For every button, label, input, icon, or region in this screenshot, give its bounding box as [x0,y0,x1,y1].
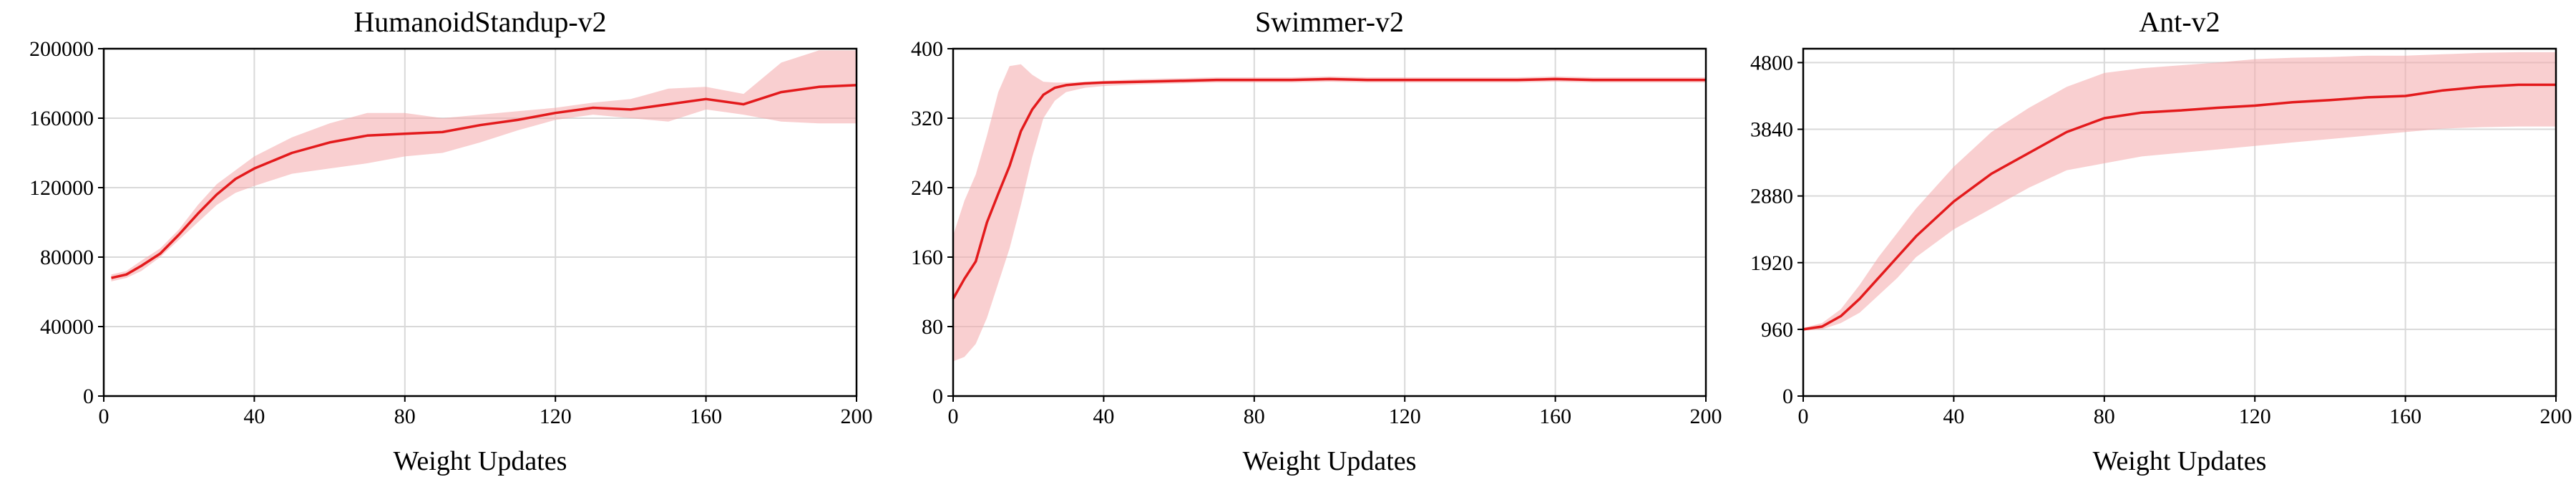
x-tick-label: 120 [2239,405,2271,428]
chart-panel-1: 0 40 80 120 160 200 0 40000 80000 120000 160000 200… [29,6,873,476]
plot-frame [952,47,1707,397]
y-tick-label: 80000 [40,246,94,269]
y-tick-label: 400 [911,37,943,61]
x-tick-label: 80 [394,405,416,428]
y-tick-label: 120000 [29,176,94,200]
x-tick-label: 120 [540,405,572,428]
y-tick-label: 0 [932,385,943,408]
y-tick-label: 0 [1782,385,1793,408]
x-tick-label: 80 [2094,405,2115,428]
y-tick-label: 200000 [29,37,94,61]
x-tick-label: 0 [948,405,959,428]
y-tick-label: 240 [911,176,943,200]
y-tick-label: 160000 [29,107,94,130]
plot-frame [1802,47,2557,397]
x-tick-label: 120 [1389,405,1421,428]
chart-panel-3: 0 40 80 120 160 200 0 960 1920 2880 3840 4800 Ant-v2… [1750,6,2572,476]
confidence-band [1803,52,2556,331]
x-tick-label: 40 [1943,405,1964,428]
y-tick-label: 40000 [40,315,94,339]
y-tick-label: 3840 [1750,118,1793,142]
x-tick-label: 160 [1539,405,1571,428]
x-tick-label: 200 [841,405,873,428]
y-tick-label: 160 [911,246,943,269]
y-tick-label: 0 [83,385,94,408]
plot-frame [102,47,858,397]
x-axis-label: Weight Updates [1243,446,1417,476]
x-axis-label: Weight Updates [2093,446,2267,476]
chart-title: Swimmer-v2 [1255,6,1404,38]
y-tick-label: 2880 [1750,185,1793,208]
series-line [111,84,857,279]
y-tick-label: 80 [922,315,943,339]
y-tick-label: 1920 [1750,251,1793,275]
x-tick-label: 0 [99,405,109,428]
x-tick-label: 160 [690,405,722,428]
x-tick-label: 40 [1093,405,1114,428]
series-line [1802,83,2556,331]
chart-panel-2: 0 40 80 120 160 200 0 80 160 240 320 400 Swimmer-v2 W… [911,6,1722,476]
series-line [952,77,1706,300]
x-tick-label: 40 [243,405,265,428]
confidence-band [111,50,857,281]
x-tick-label: 0 [1798,405,1809,428]
y-tick-label: 960 [1761,318,1793,342]
x-tick-label: 80 [1244,405,1265,428]
confidence-band [953,64,1706,362]
x-tick-label: 200 [2540,405,2572,428]
x-tick-label: 160 [2389,405,2421,428]
x-tick-label: 200 [1690,405,1722,428]
y-tick-label: 320 [911,107,943,130]
chart-title: HumanoidStandup-v2 [353,6,606,38]
y-tick-label: 4800 [1750,51,1793,74]
chart-title: Ant-v2 [2139,6,2220,38]
x-axis-label: Weight Updates [394,446,567,476]
